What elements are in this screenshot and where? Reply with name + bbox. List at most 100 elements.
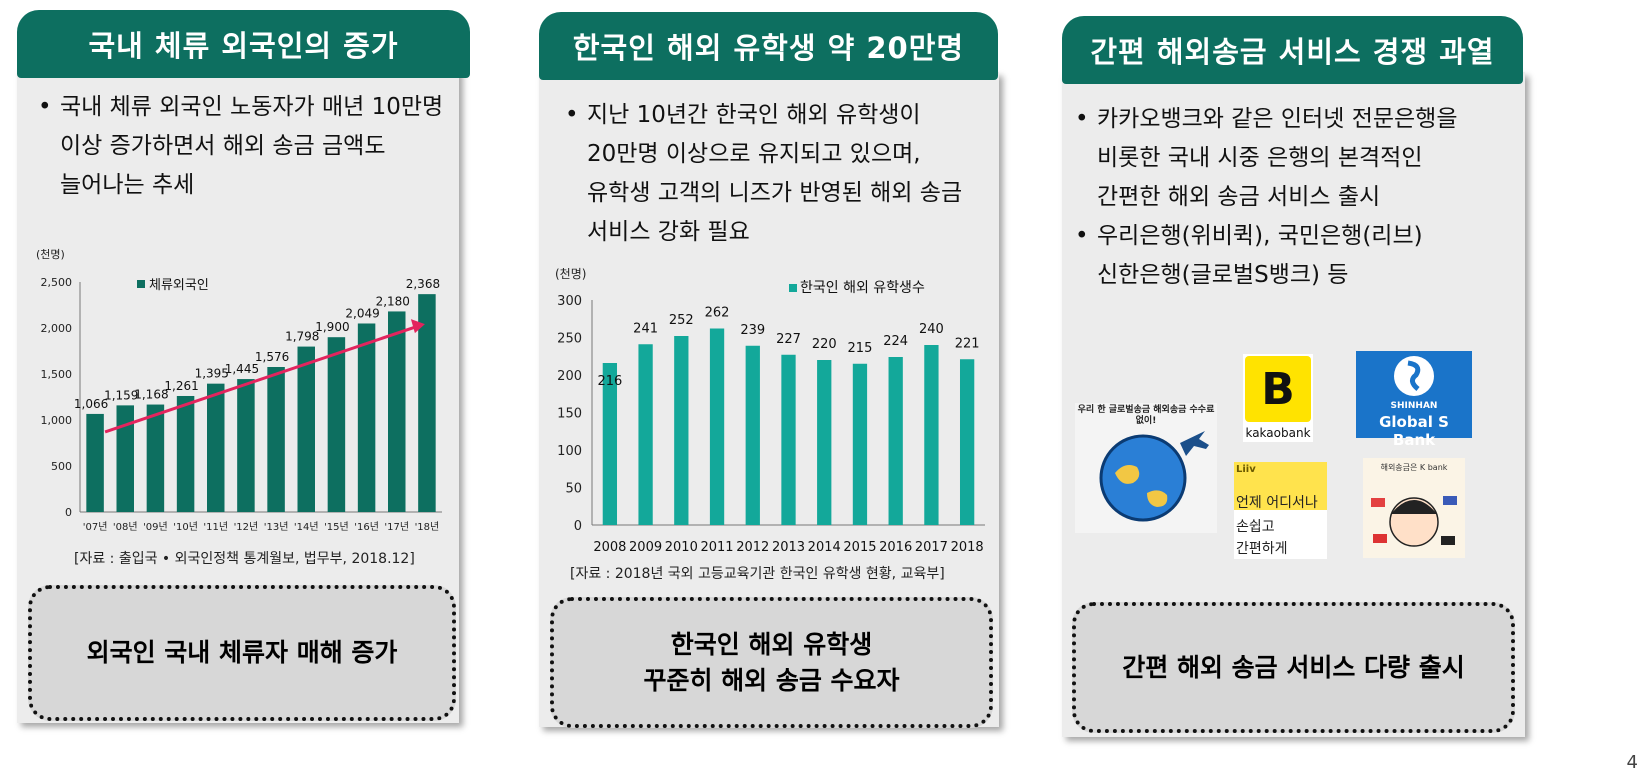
bullet-line: 유학생 고객의 니즈가 반영된 해외 송금 <box>587 180 963 206</box>
data-label: 240 <box>919 322 944 337</box>
x-tick-label: '14년 <box>294 521 319 533</box>
data-label: 252 <box>669 313 694 328</box>
liiv-line: 간편하게 <box>1236 541 1288 557</box>
callout-text: 외국인 국내 체류자 매해 증가 <box>86 638 398 667</box>
data-label: 262 <box>705 306 730 321</box>
bar <box>146 404 165 512</box>
panel2-callout: 한국인 해외 유학생 꾸준히 해외 송금 수요자 <box>550 597 993 728</box>
bar <box>86 413 104 512</box>
y-tick-label: 250 <box>557 332 582 347</box>
bullet-line: 카카오뱅크와 같은 인터넷 전문은행을 <box>1097 106 1458 132</box>
bullet-line: 20만명 이상으로 유지되고 있으며, <box>587 141 921 167</box>
x-tick-label: '09년 <box>143 521 168 533</box>
kbank-header: 해외송금은 K bank <box>1380 463 1448 472</box>
chart-foreign-residents: (천명) 0 500 1,000 1,500 2,000 2,500 1,066 '07년 1,1… <box>36 247 442 533</box>
chart-unit-label: (천명) <box>36 247 65 261</box>
bullet-line: 신한은행(글로벌S뱅크) 등 <box>1097 262 1349 288</box>
shinhan-logo: SHINHAN Global S Bank <box>1356 351 1472 449</box>
liiv-line: 손쉽고 <box>1236 519 1275 535</box>
bar <box>418 294 436 512</box>
kakaobank-name: kakaobank <box>1245 426 1311 440</box>
bar <box>207 383 225 512</box>
bar <box>327 337 346 512</box>
bullet-line: 비롯한 국내 시중 은행의 본격적인 <box>1097 145 1423 171</box>
x-tick-label: 2013 <box>772 540 805 555</box>
bar <box>709 328 725 525</box>
panel1-source: [자료 : 출입국 • 외국인정책 통계월보, 법무부, 2018.12] <box>74 551 415 567</box>
kakaobank-badge: B <box>1245 356 1311 422</box>
trend-arrow-head <box>410 319 425 334</box>
data-label: 1,798 <box>285 330 319 344</box>
data-label: 1,445 <box>225 362 259 376</box>
wibee-circle-text: 우리 한 글로벌송금 해외송금 수수료 없이! <box>1077 405 1215 426</box>
data-label: 1,159 <box>104 388 138 402</box>
data-label: 2,180 <box>376 294 410 308</box>
x-tick-label: '12년 <box>234 521 259 533</box>
data-label: 215 <box>848 341 873 356</box>
kakaobank-logo: B kakaobank <box>1243 354 1313 442</box>
x-tick-label: '18년 <box>415 521 440 533</box>
legend-label: 체류외국인 <box>149 278 209 293</box>
y-tick-label: 500 <box>51 460 72 473</box>
bullet-item: 우리은행(위비퀵), 국민은행(리브) 신한은행(글로벌S뱅크) 등 <box>1075 217 1520 295</box>
legend-swatch <box>789 284 797 292</box>
data-label: 216 <box>597 374 622 389</box>
chart-unit-label: (천명) <box>555 266 586 281</box>
data-label: 1,900 <box>315 320 349 334</box>
data-label: 1,168 <box>134 388 168 402</box>
x-tick-label: 2015 <box>843 540 876 555</box>
panel1-bullets: 국내 체류 외국인 노동자가 매년 10만명 이상 증가하면서 해외 송금 금액… <box>38 88 453 205</box>
kbank-logo: 해외송금은 K bank <box>1363 458 1465 558</box>
data-label: 1,066 <box>74 397 108 411</box>
bar <box>674 336 689 525</box>
chart-students: (천명) 0 50 100 150 200 250 300 216 2008 241 2009 252 2… <box>555 266 985 555</box>
y-tick-label: 2,500 <box>41 276 73 289</box>
x-tick-label: '08년 <box>113 521 138 533</box>
x-tick-label: 2011 <box>700 540 733 555</box>
bullet-line: 간편한 해외 송금 서비스 출시 <box>1097 184 1381 210</box>
shinhan-bottom-text: Global S Bank <box>1379 413 1449 449</box>
y-tick-label: 100 <box>557 444 582 459</box>
data-label: 241 <box>633 321 658 336</box>
panel2-bullets: 지난 10년간 한국인 해외 유학생이 20만명 이상으로 유지되고 있으며, … <box>565 96 990 252</box>
x-tick-label: '07년 <box>83 521 108 533</box>
y-tick-label: 1,000 <box>41 414 73 427</box>
bar <box>388 311 406 512</box>
liiv-logo: Liiv 언제 어디서나 손쉽고 간편하게 <box>1234 462 1327 559</box>
y-tick-label: 0 <box>65 506 72 519</box>
x-tick-label: '17년 <box>384 521 409 533</box>
bar <box>176 395 195 512</box>
data-label: 1,576 <box>255 350 289 364</box>
x-tick-label: '13년 <box>264 521 289 533</box>
shinhan-top-text: SHINHAN <box>1390 401 1438 411</box>
liiv-brand: Liiv <box>1236 464 1256 475</box>
liiv-yellow-block <box>1234 462 1327 510</box>
kbank-character-icon <box>1371 496 1457 547</box>
panel3-title: 간편 해외송금 서비스 경쟁 과열 <box>1062 16 1523 84</box>
data-label: 1,395 <box>195 367 229 381</box>
bullet-item: 국내 체류 외국인 노동자가 매년 10만명 이상 증가하면서 해외 송금 금액… <box>38 88 453 205</box>
kakaobank-letter: B <box>1261 363 1295 415</box>
x-tick-label: 2010 <box>665 540 698 555</box>
x-tick-label: '10년 <box>173 521 198 533</box>
bullet-item: 지난 10년간 한국인 해외 유학생이 20만명 이상으로 유지되고 있으며, … <box>565 96 990 252</box>
bullet-item: 카카오뱅크와 같은 인터넷 전문은행을 비롯한 국내 시중 은행의 본격적인 간… <box>1075 100 1520 217</box>
bar <box>602 363 618 525</box>
data-label: 220 <box>812 337 837 352</box>
x-tick-label: 2012 <box>736 540 769 555</box>
globe-airplane-icon <box>1099 431 1209 522</box>
bullet-line: 늘어나는 추세 <box>60 172 195 198</box>
bar <box>888 357 903 525</box>
y-tick-label: 1,500 <box>41 368 73 381</box>
bullet-line: 국내 체류 외국인 노동자가 매년 10만명 <box>60 94 444 120</box>
callout-text: 간편 해외 송금 서비스 다량 출시 <box>1122 652 1465 682</box>
data-label: 2,368 <box>406 277 440 291</box>
y-tick-label: 2,000 <box>41 322 73 335</box>
bullet-line: 우리은행(위비퀵), 국민은행(리브) <box>1097 223 1423 249</box>
y-tick-label: 150 <box>557 407 582 422</box>
panel2-title: 한국인 해외 유학생 약 20만명 <box>539 12 998 80</box>
y-tick-label: 50 <box>565 482 582 497</box>
data-label: 221 <box>955 336 980 351</box>
bullet-line: 서비스 강화 필요 <box>587 219 750 245</box>
data-label: 224 <box>883 334 908 349</box>
